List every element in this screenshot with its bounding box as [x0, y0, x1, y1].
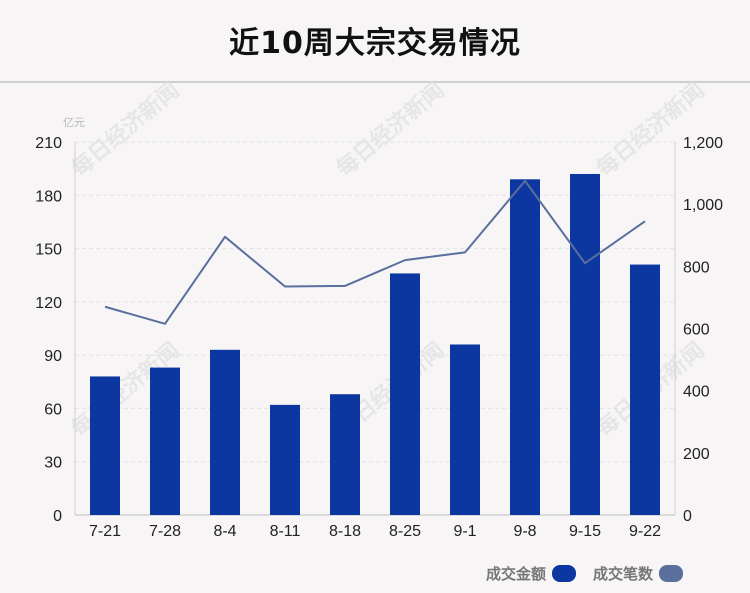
y-left-tick-label: 120 — [35, 295, 62, 312]
legend-bar-item: 成交金额 — [486, 563, 577, 584]
chart-title: 近10周大宗交易情况 — [229, 26, 521, 61]
legend-bar-label: 成交金额 — [486, 565, 547, 583]
bar — [330, 394, 360, 515]
legend-line-swatch — [659, 565, 684, 582]
bar — [390, 273, 420, 515]
y-right-tick-label: 600 — [683, 322, 710, 339]
y-right-tick-label: 400 — [683, 384, 710, 401]
x-tick-label: 7-21 — [89, 523, 121, 540]
bar — [270, 404, 300, 515]
bar — [570, 173, 600, 515]
y-left-tick-label: 0 — [53, 508, 62, 525]
y-left-tick-label: 180 — [35, 188, 62, 205]
x-tick-label: 9-8 — [513, 523, 536, 540]
y-left-tick-label: 90 — [44, 348, 62, 365]
x-tick-label: 8-11 — [270, 523, 301, 540]
x-tick-label: 9-22 — [629, 523, 661, 540]
watermark-text: 每日经济新闻 — [592, 77, 710, 182]
x-tick-label: 8-18 — [329, 523, 361, 540]
y-left-tick-label: 210 — [35, 135, 62, 152]
legend-line-item: 成交笔数 — [593, 563, 684, 584]
bar — [210, 349, 240, 515]
y-axis-unit: 亿元 — [63, 116, 85, 129]
y-left-tick-label: 60 — [44, 401, 62, 418]
bar — [450, 344, 480, 515]
x-tick-label: 8-25 — [389, 523, 421, 540]
x-tick-label: 8-4 — [213, 523, 236, 540]
x-tick-label: 7-28 — [149, 523, 181, 540]
bar — [90, 376, 120, 515]
legend-bar-swatch — [552, 565, 577, 582]
y-right-tick-label: 1,200 — [683, 135, 723, 152]
legend-line-label: 成交笔数 — [593, 565, 654, 583]
y-right-tick-label: 1,000 — [683, 197, 723, 214]
y-right-tick-label: 200 — [683, 446, 710, 463]
bar — [510, 179, 540, 516]
x-tick-label: 9-15 — [569, 523, 601, 540]
bar — [150, 367, 180, 515]
bar — [630, 264, 660, 515]
y-right-tick-label: 800 — [683, 259, 710, 276]
y-left-tick-label: 30 — [44, 455, 62, 472]
title-divider — [0, 81, 750, 83]
line-series — [104, 179, 646, 325]
watermark-text: 每日经济新闻 — [332, 77, 450, 182]
x-tick-label: 9-1 — [453, 523, 476, 540]
y-right-tick-label: 0 — [683, 508, 692, 525]
y-left-tick-label: 150 — [35, 242, 62, 259]
